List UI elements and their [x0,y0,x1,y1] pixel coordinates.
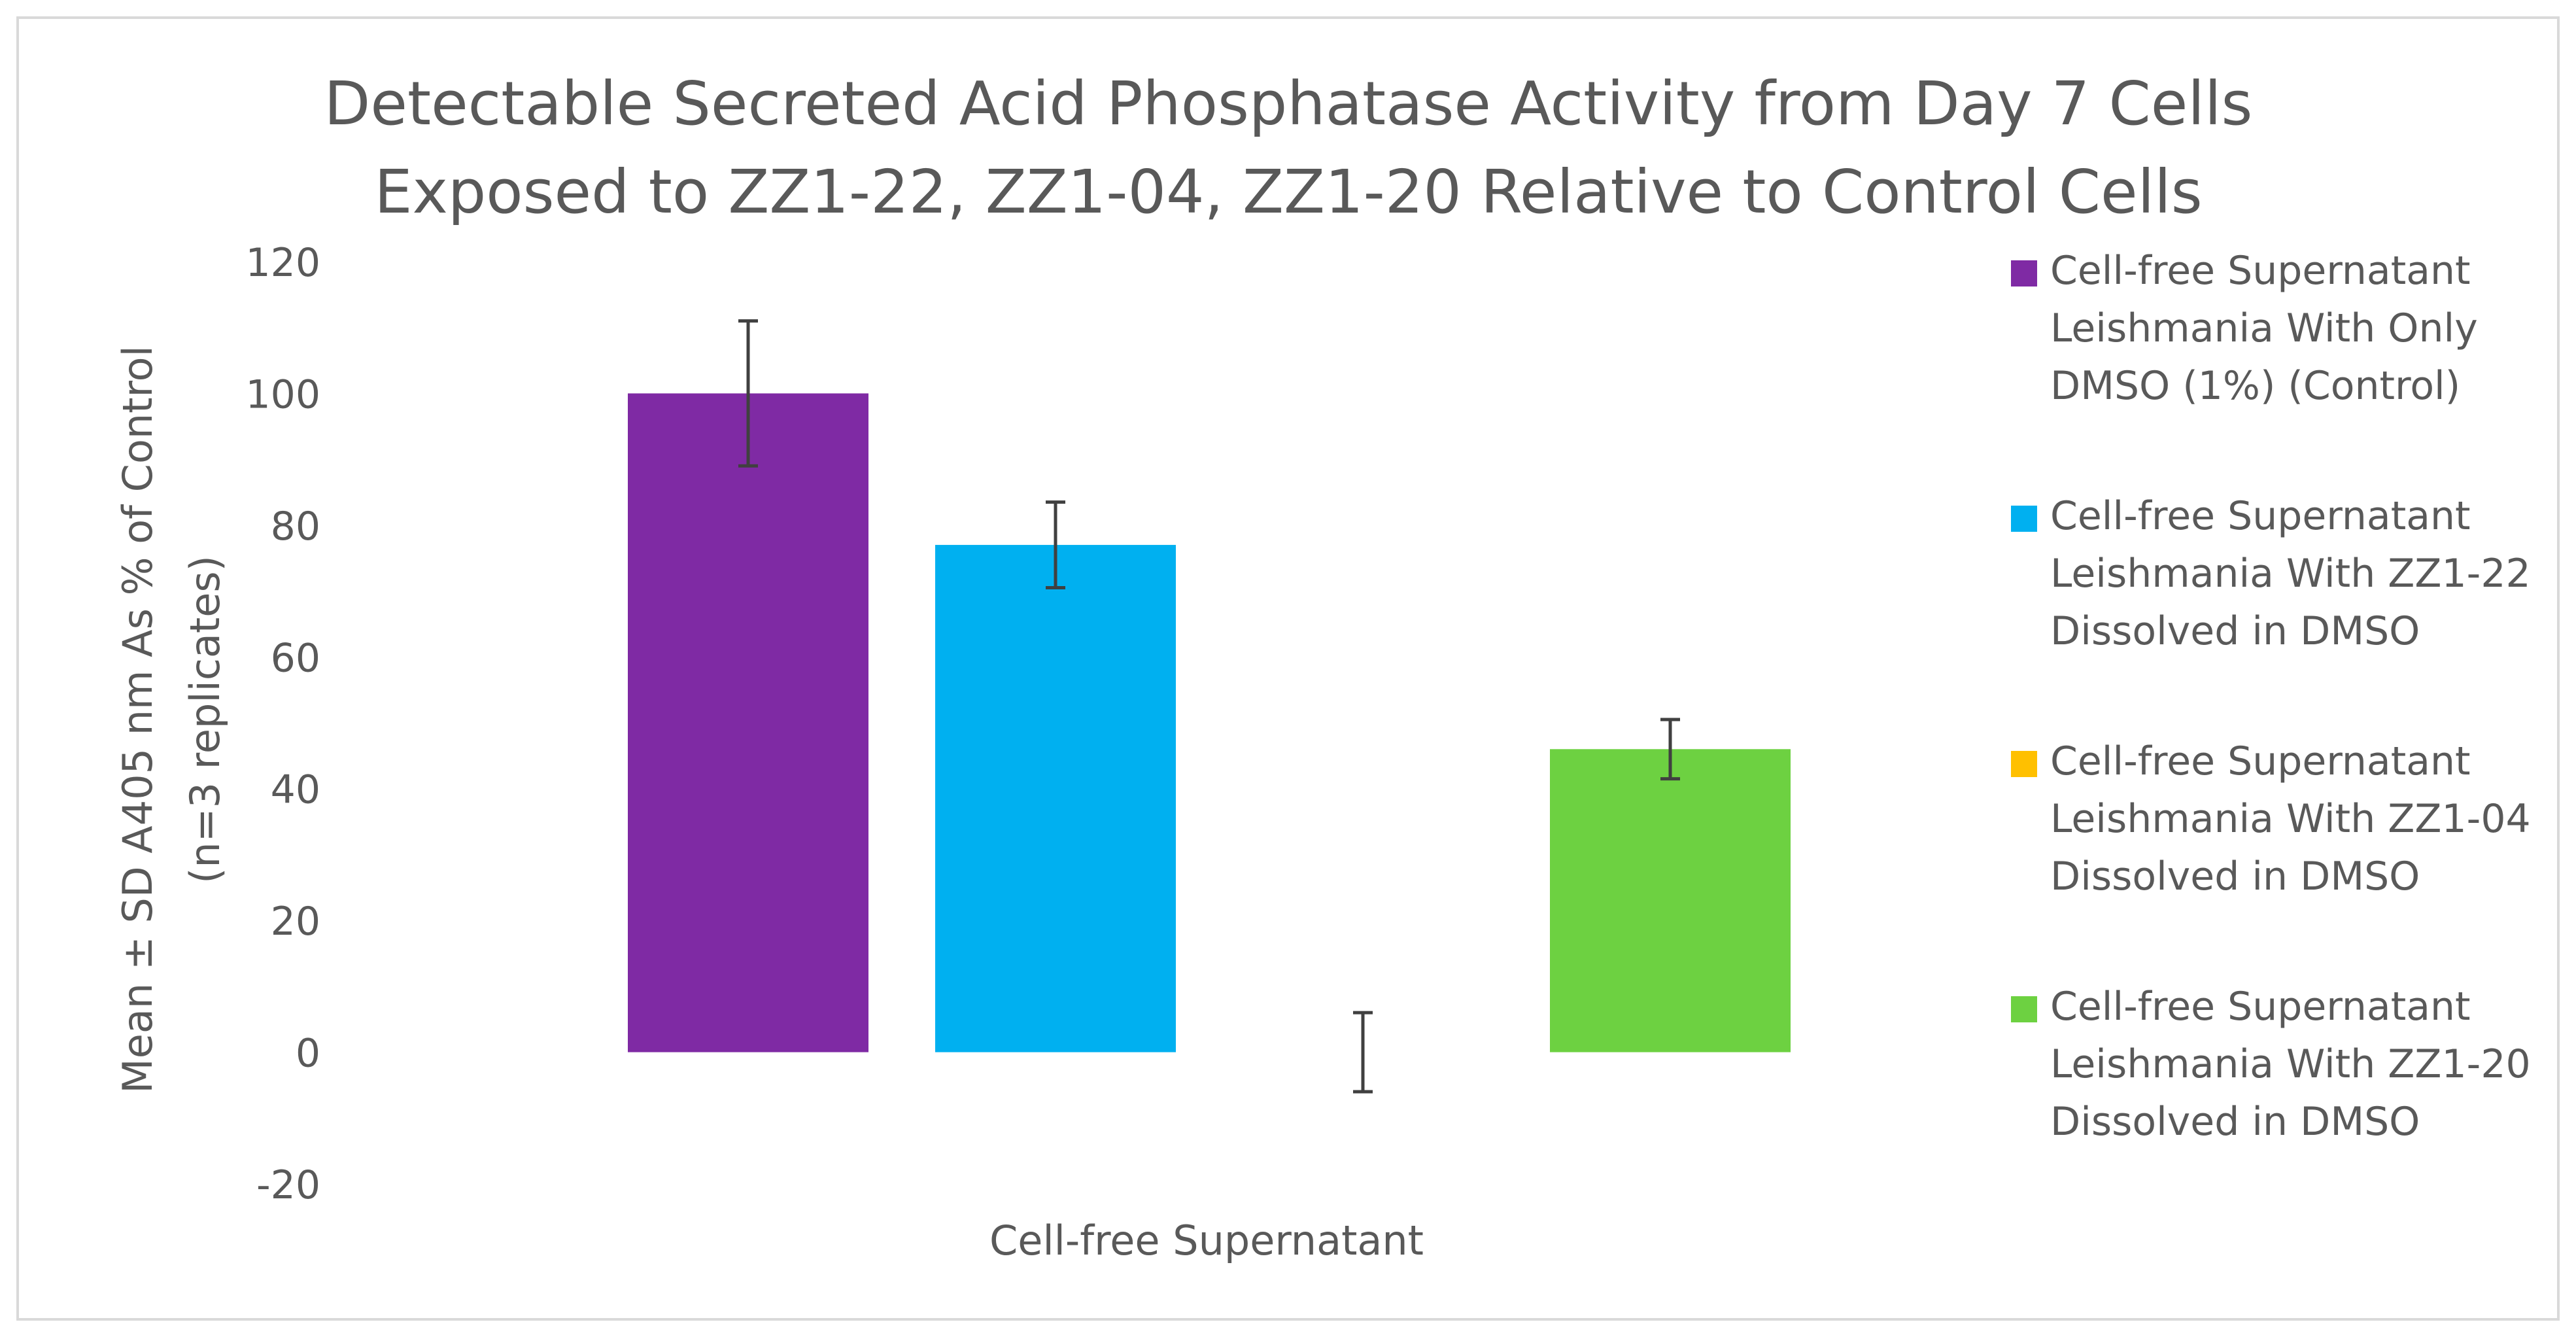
legend-item-control: Cell-free Supernatant Leishmania With On… [2011,242,2547,487]
chart-frame [16,16,2560,1321]
chart-title-line-1: Detectable Secreted Acid Phosphatase Act… [324,69,2253,139]
bar [1550,749,1791,1052]
legend-label-zz1-22: Cell-free Supernatant Leishmania With ZZ… [2050,493,2531,654]
bar [628,393,868,1052]
y-axis-label-line-2: (n=3 replicates) [181,555,229,884]
bar [935,545,1176,1052]
legend-item-zz1-22: Cell-free Supernatant Leishmania With ZZ… [2011,487,2547,733]
bars [628,393,1791,1052]
y-tick-label: 120 [245,240,320,286]
y-axis-label-line-1: Mean ± SD A405 nm As % of Control [114,345,162,1094]
y-tick-label: -20 [256,1162,320,1208]
y-tick-label: 40 [271,767,320,813]
x-axis-label: Cell-free Supernatant [989,1217,1424,1264]
y-tick-label: 100 [245,372,320,417]
y-tick-label: 60 [271,635,320,681]
legend-item-zz1-20: Cell-free Supernatant Leishmania With ZZ… [2011,978,2547,1223]
error-bar [738,319,758,468]
legend-swatch-zz1-04 [2011,751,2037,777]
error-bar [1046,500,1065,590]
y-tick-label: 0 [296,1031,320,1077]
error-bars [738,319,1680,1094]
legend-item-zz1-04: Cell-free Supernatant Leishmania With ZZ… [2011,733,2547,978]
legend-swatch-zz1-20 [2011,996,2037,1022]
chart-title-line-2: Exposed to ZZ1-22, ZZ1-04, ZZ1-20 Relati… [374,157,2202,227]
legend-swatch-control [2011,260,2037,286]
legend-label-zz1-20: Cell-free Supernatant Leishmania With ZZ… [2050,984,2531,1145]
legend-swatch-zz1-22 [2011,506,2037,532]
y-axis-ticks: -20 0 20 40 60 80 100 120 [245,240,320,1208]
legend-label-zz1-04: Cell-free Supernatant Leishmania With ZZ… [2050,738,2531,899]
error-bar [1660,718,1680,781]
error-bar [1353,1011,1373,1094]
y-tick-label: 20 [271,899,320,945]
y-tick-label: 80 [271,504,320,549]
legend-label-control: Cell-free Supernatant Leishmania With On… [2050,248,2478,409]
legend: Cell-free Supernatant Leishmania With On… [2011,242,2547,1223]
